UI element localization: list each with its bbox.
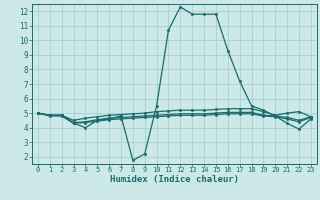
X-axis label: Humidex (Indice chaleur): Humidex (Indice chaleur)	[110, 175, 239, 184]
